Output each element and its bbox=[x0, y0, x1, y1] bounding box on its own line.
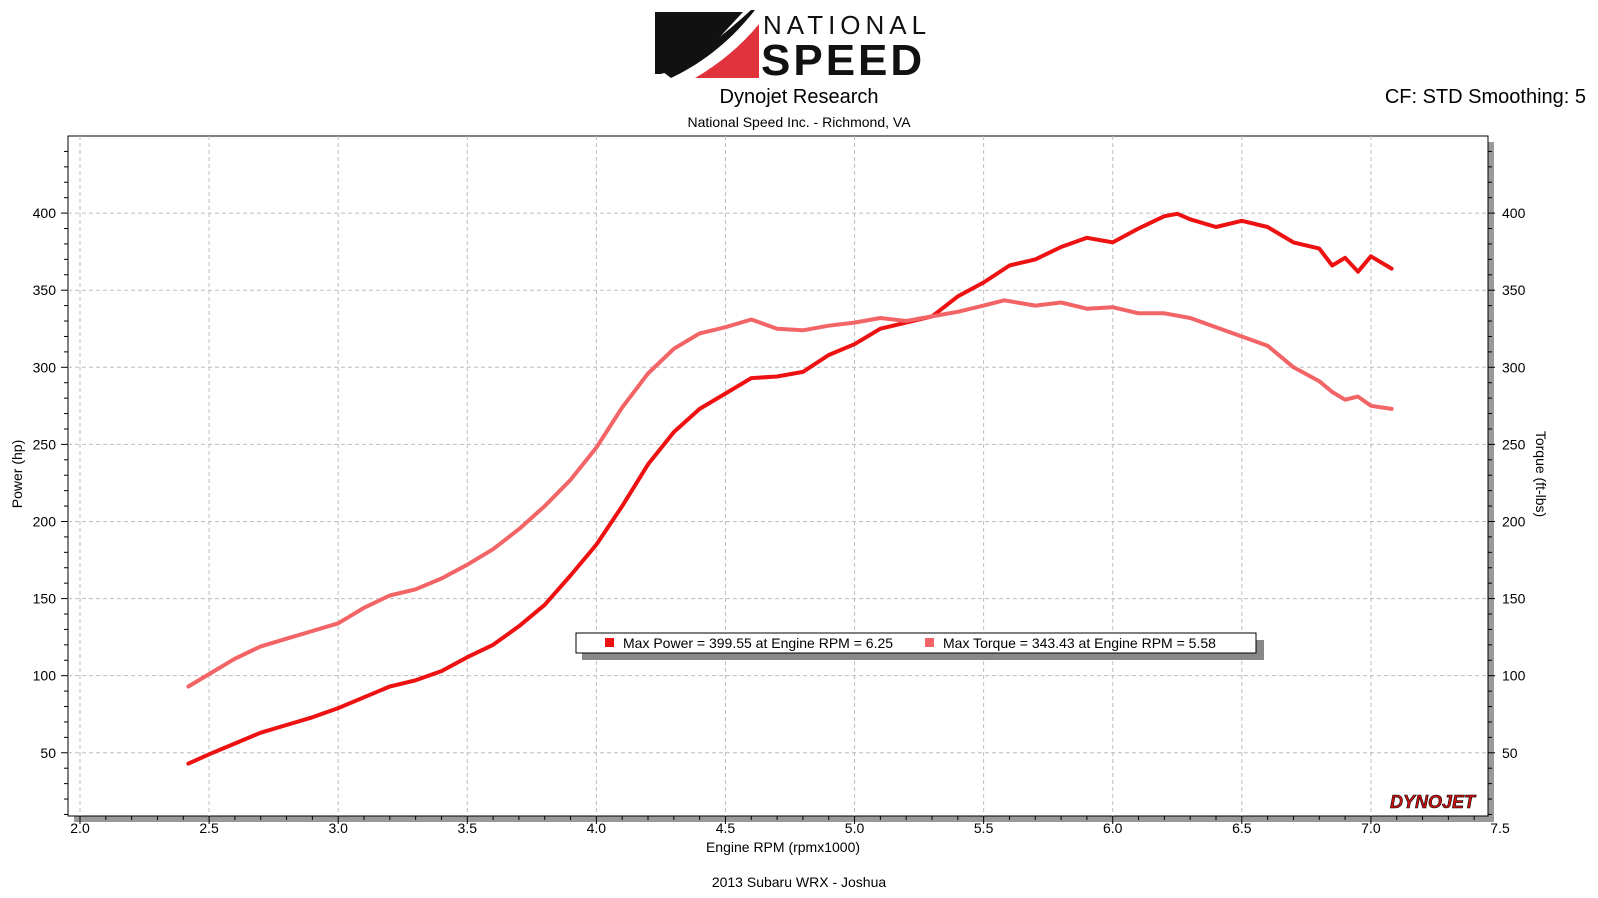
logo-text-top: NATIONAL bbox=[763, 10, 931, 40]
x-tick-label: 7.0 bbox=[1361, 820, 1381, 836]
x-tick-label: 6.0 bbox=[1103, 820, 1123, 836]
y-tick-label-left: 200 bbox=[33, 513, 57, 529]
x-tick-label: 7.5 bbox=[1490, 820, 1510, 836]
y-tick-label-right: 100 bbox=[1502, 668, 1526, 684]
y-tick-label-left: 350 bbox=[33, 282, 57, 298]
x-tick-label: 3.5 bbox=[458, 820, 478, 836]
torque-curve bbox=[186, 298, 1394, 689]
chart-subtitle: National Speed Inc. - Richmond, VA bbox=[687, 114, 911, 130]
x-tick-label: 2.0 bbox=[70, 820, 90, 836]
y-tick-labels-right: 50 100 150 200 250 300 350 400 bbox=[1502, 205, 1526, 761]
grid-lines bbox=[68, 136, 1488, 816]
national-speed-logo: NATIONAL SPEED bbox=[655, 10, 931, 82]
legend-label-torque: Max Torque = 343.43 at Engine RPM = 5.58 bbox=[943, 635, 1216, 651]
y-tick-label-right: 50 bbox=[1502, 745, 1518, 761]
legend-label-power: Max Power = 399.55 at Engine RPM = 6.25 bbox=[623, 635, 893, 651]
y-tick-label-right: 150 bbox=[1502, 591, 1526, 607]
power-curve bbox=[186, 211, 1394, 766]
chart-title: Dynojet Research bbox=[719, 86, 879, 108]
legend-swatch-power bbox=[605, 638, 614, 647]
y-tick-label-left: 250 bbox=[33, 436, 57, 452]
x-tick-label: 5.5 bbox=[974, 820, 994, 836]
logo-text-bottom: SPEED bbox=[761, 36, 925, 82]
x-tick-label: 2.5 bbox=[199, 820, 219, 836]
plot-frame bbox=[67, 135, 1489, 817]
legend: Max Power = 399.55 at Engine RPM = 6.25 … bbox=[575, 632, 1264, 660]
x-axis-label: Engine RPM (rpmx1000) bbox=[706, 839, 860, 855]
y-axis-label-right: Torque (ft-lbs) bbox=[1533, 431, 1549, 517]
y-tick-label-left: 300 bbox=[33, 359, 57, 375]
y-tick-label-left: 150 bbox=[33, 591, 57, 607]
x-tick-label: 5.0 bbox=[845, 820, 865, 836]
y-tick-label-right: 300 bbox=[1502, 359, 1526, 375]
y-tick-label-right: 400 bbox=[1502, 205, 1526, 221]
legend-box bbox=[575, 632, 1257, 654]
run-name: 2013 Subaru WRX - Joshua bbox=[711, 874, 887, 890]
x-tick-labels: 2.0 2.5 3.0 3.5 4.0 4.5 5.0 5.5 6.0 6.5 7.0 7.5 bbox=[70, 820, 1510, 836]
y-tick-label-left: 100 bbox=[33, 668, 57, 684]
y-tick-label-left: 400 bbox=[33, 205, 57, 221]
y-tick-labels-left: 50 100 150 200 250 300 350 400 bbox=[33, 205, 57, 761]
correction-factor-info: CF: STD Smoothing: 5 bbox=[1384, 86, 1586, 108]
series-layer bbox=[186, 211, 1394, 766]
y-axis-label-left: Power (hp) bbox=[9, 440, 25, 508]
minor-ticks bbox=[61, 150, 1495, 824]
y-tick-label-left: 50 bbox=[40, 745, 56, 761]
y-tick-label-right: 350 bbox=[1502, 282, 1526, 298]
y-tick-label-right: 250 bbox=[1502, 436, 1526, 452]
y-tick-label-right: 200 bbox=[1502, 513, 1526, 529]
x-tick-label: 4.5 bbox=[716, 820, 736, 836]
x-tick-label: 6.5 bbox=[1232, 820, 1252, 836]
x-tick-label: 3.0 bbox=[328, 820, 348, 836]
x-tick-label: 4.0 bbox=[587, 820, 607, 836]
legend-swatch-torque bbox=[925, 638, 934, 647]
dynojet-watermark: DYNOJET bbox=[1390, 792, 1477, 812]
